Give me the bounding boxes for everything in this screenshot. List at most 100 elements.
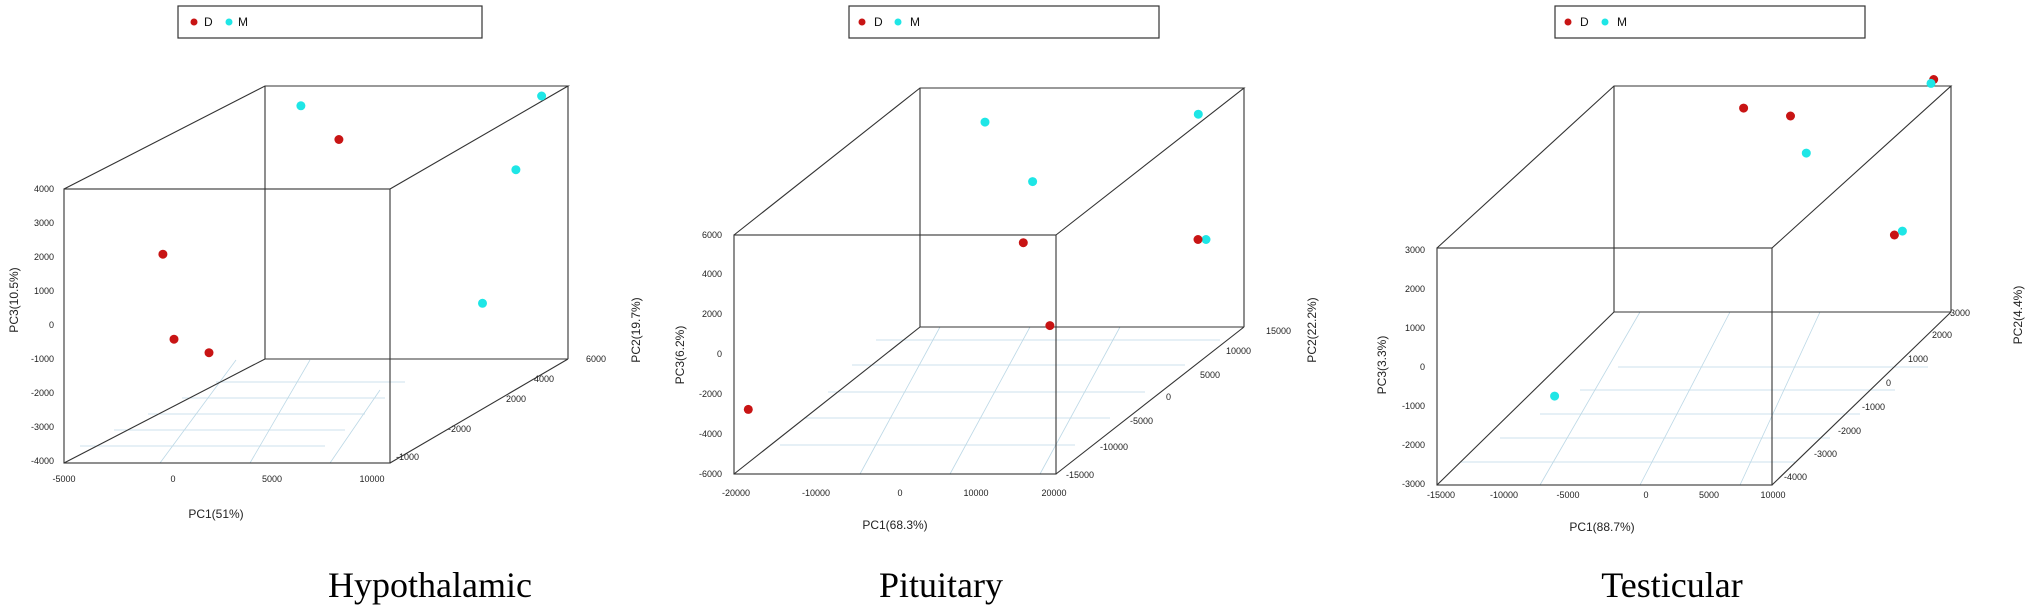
x-ticks: -5000 0 5000 10000 xyxy=(52,474,384,484)
caption-pituitary: Pituitary xyxy=(879,565,1003,605)
z-tick: -6000 xyxy=(699,469,722,479)
floor-grid xyxy=(780,326,1220,475)
y-tick: 15000 xyxy=(1266,326,1291,336)
legend-label-m: M xyxy=(910,15,920,29)
legend-marker-d xyxy=(1564,18,1572,26)
legend-marker-d xyxy=(190,18,198,26)
data-point-m xyxy=(980,117,990,127)
z-ticks: -6000 -4000 -2000 0 2000 4000 6000 xyxy=(699,230,722,479)
y-tick: -1000 xyxy=(1862,402,1885,412)
points-pituitary xyxy=(743,109,1211,414)
y-tick: 0 xyxy=(1886,378,1891,388)
y-tick: -4000 xyxy=(1784,472,1807,482)
x-tick: -5000 xyxy=(52,474,75,484)
x-tick: 10000 xyxy=(359,474,384,484)
points-hypothalamic xyxy=(158,91,547,358)
legend-label-m: M xyxy=(1617,15,1627,29)
y-tick: 2000 xyxy=(506,394,526,404)
legend-label-d: D xyxy=(874,15,883,29)
data-point-m xyxy=(1028,177,1038,187)
data-point-m xyxy=(511,165,521,175)
box-frame xyxy=(63,85,571,464)
data-point-d xyxy=(158,249,168,259)
z-tick: 1000 xyxy=(1405,323,1425,333)
data-point-d xyxy=(1193,235,1203,244)
legend-marker-m xyxy=(894,18,902,26)
y-tick: -2000 xyxy=(1838,426,1861,436)
x-tick: 10000 xyxy=(1760,490,1785,500)
x-tick: 0 xyxy=(1643,490,1648,500)
data-point-d xyxy=(743,404,753,414)
y-tick: -5000 xyxy=(1130,416,1153,426)
z-tick: -3000 xyxy=(1402,479,1425,489)
y-tick: 2000 xyxy=(1932,330,1952,340)
z-axis-title: PC3(6.2%) xyxy=(673,326,687,385)
y-tick: 6000 xyxy=(586,354,606,364)
x-ticks: -15000 -10000 -5000 0 5000 10000 xyxy=(1427,490,1786,500)
z-tick: -2000 xyxy=(1402,440,1425,450)
z-tick: 0 xyxy=(717,349,722,359)
z-tick: -1000 xyxy=(1402,401,1425,411)
data-point-m xyxy=(478,298,487,308)
y-tick: 10000 xyxy=(1226,346,1251,356)
y-tick: -3000 xyxy=(1814,449,1837,459)
data-point-d xyxy=(1889,230,1899,240)
y-tick: 1000 xyxy=(1908,354,1928,364)
legend-hypothalamic: D M xyxy=(177,5,483,39)
caption-testicular: Testicular xyxy=(1601,565,1742,605)
z-axis-title: PC3(3.3%) xyxy=(1375,336,1389,395)
data-point-m xyxy=(1201,235,1211,244)
x-ticks: -20000 -10000 0 10000 20000 xyxy=(722,488,1067,498)
floor-grid xyxy=(80,359,405,464)
chart-testicular: D M -3000 -2000 -1000 0 xyxy=(1375,5,2025,605)
z-tick: -4000 xyxy=(31,456,54,466)
z-tick: -2000 xyxy=(699,389,722,399)
z-tick: 2000 xyxy=(702,309,722,319)
x-tick: 5000 xyxy=(262,474,282,484)
legend-label-m: M xyxy=(238,15,248,29)
data-point-m xyxy=(1926,78,1936,88)
z-tick: 4000 xyxy=(702,269,722,279)
x-tick: -10000 xyxy=(802,488,830,498)
data-point-m xyxy=(537,91,547,101)
x-tick: -10000 xyxy=(1490,490,1518,500)
data-point-m xyxy=(296,101,306,111)
caption-hypothalamic: Hypothalamic xyxy=(328,565,532,605)
y-tick: 3000 xyxy=(1950,308,1970,318)
data-point-d xyxy=(334,135,344,144)
legend-testicular: D M xyxy=(1554,5,1866,39)
y-tick: 5000 xyxy=(1200,370,1220,380)
z-tick: 0 xyxy=(1420,362,1425,372)
x-tick: 5000 xyxy=(1699,490,1719,500)
z-tick: -2000 xyxy=(31,388,54,398)
z-tick: 4000 xyxy=(34,184,54,194)
legend-label-d: D xyxy=(204,15,213,29)
y-tick: -2000 xyxy=(448,424,471,434)
y-tick: -1000 xyxy=(396,452,419,462)
x-axis-title: PC1(51%) xyxy=(188,507,243,521)
y-axis-title: PC2(19.7%) xyxy=(629,297,643,362)
data-point-m xyxy=(1193,109,1203,119)
points-testicular xyxy=(1550,75,1939,401)
z-tick: -1000 xyxy=(31,354,54,364)
z-tick: 6000 xyxy=(702,230,722,240)
data-point-d xyxy=(1739,103,1749,113)
z-tick: 2000 xyxy=(1405,284,1425,294)
z-ticks: -4000 -3000 -2000 -1000 0 1000 2000 3000… xyxy=(31,184,54,466)
y-tick: 0 xyxy=(1166,392,1171,402)
z-ticks: -3000 -2000 -1000 0 1000 2000 3000 xyxy=(1402,245,1425,489)
z-tick: 3000 xyxy=(1405,245,1425,255)
x-axis-title: PC1(88.7%) xyxy=(1569,520,1634,534)
x-tick: 10000 xyxy=(963,488,988,498)
floor-grid xyxy=(1460,311,1928,486)
y-axis-title: PC2(4.4%) xyxy=(2011,286,2025,345)
x-tick: 0 xyxy=(170,474,175,484)
x-tick: -15000 xyxy=(1427,490,1455,500)
z-tick: 2000 xyxy=(34,252,54,262)
z-tick: 3000 xyxy=(34,218,54,228)
legend-pituitary: D M xyxy=(848,5,1160,39)
z-axis-title: PC3(10.5%) xyxy=(7,267,21,332)
y-ticks: -1000 -2000 2000 4000 6000 xyxy=(396,354,606,462)
z-tick: -4000 xyxy=(699,429,722,439)
